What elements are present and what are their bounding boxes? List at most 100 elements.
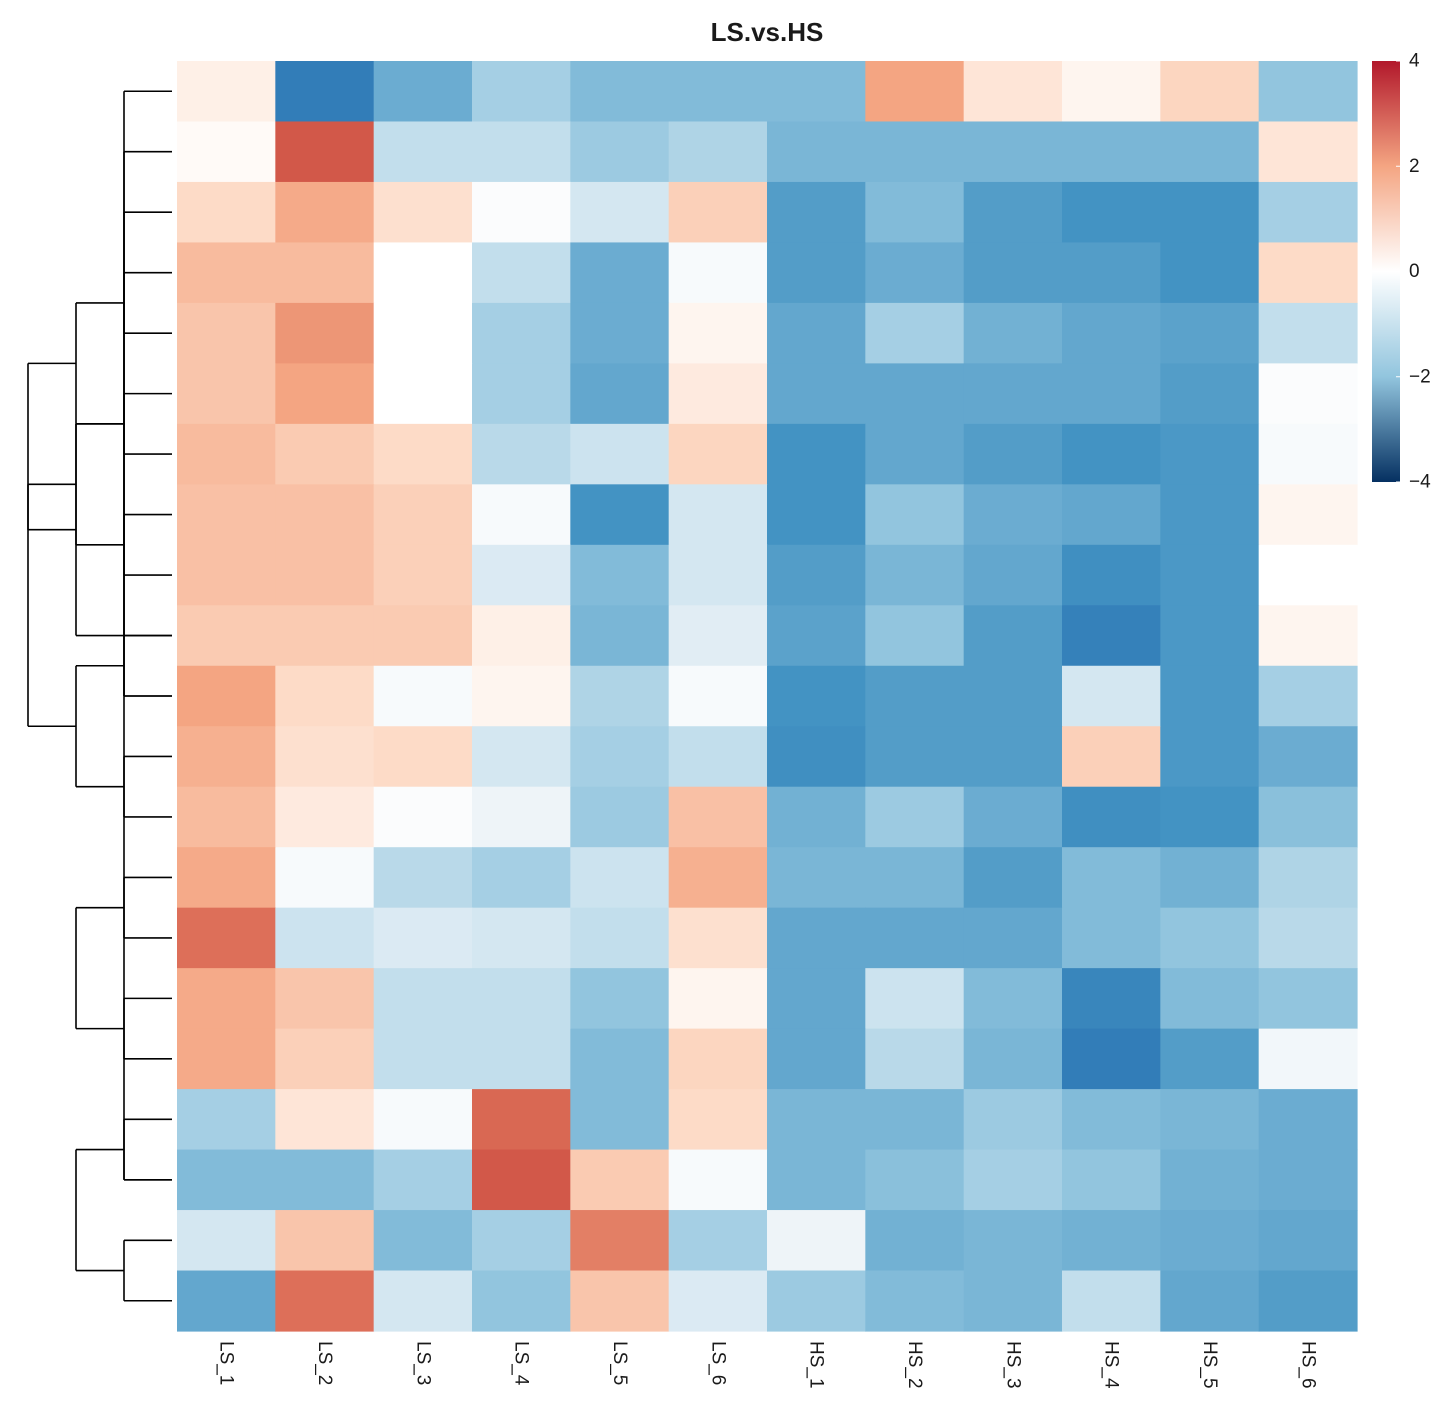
heatmap-cell bbox=[767, 786, 866, 848]
heatmap-cell bbox=[865, 1270, 965, 1332]
heatmap-cell bbox=[1062, 181, 1161, 244]
heatmap-cell bbox=[373, 61, 473, 123]
heatmap-cell bbox=[570, 484, 670, 546]
heatmap-cell bbox=[177, 1149, 276, 1211]
heatmap-cell bbox=[177, 363, 276, 425]
heatmap-cell bbox=[373, 302, 473, 364]
heatmap-cell bbox=[1062, 242, 1161, 304]
heatmap-cell bbox=[373, 605, 473, 667]
heatmap-cell bbox=[1160, 1028, 1260, 1090]
heatmap-cell bbox=[373, 363, 473, 425]
heatmap-cell bbox=[963, 423, 1063, 485]
heatmap-cell bbox=[1258, 61, 1358, 123]
heatmap-cell bbox=[865, 1089, 965, 1151]
heatmap-cell bbox=[963, 61, 1063, 123]
heatmap-cell bbox=[1062, 1210, 1161, 1272]
heatmap-cell bbox=[570, 786, 670, 848]
heatmap-cell bbox=[668, 363, 768, 425]
heatmap-cell bbox=[1258, 544, 1358, 606]
heatmap-cell bbox=[668, 61, 768, 123]
column-labels: LS_1 LS_2 LS_3 LS_4 LS_5 LS_6 HS_1 HS_2 HS_3 HS_4… bbox=[216, 1341, 1319, 1389]
heatmap-cell bbox=[865, 242, 965, 304]
heatmap-cell bbox=[177, 665, 276, 727]
heatmap-cell bbox=[472, 363, 571, 425]
heatmap-cell bbox=[275, 242, 375, 304]
heatmap-cell bbox=[1258, 665, 1358, 727]
heatmap-cell bbox=[963, 1089, 1063, 1151]
heatmap-cell bbox=[668, 968, 768, 1030]
heatmap-cell bbox=[275, 847, 375, 909]
heatmap-cell bbox=[1258, 1149, 1358, 1211]
heatmap-cell bbox=[177, 1210, 276, 1272]
heatmap-cell bbox=[177, 121, 276, 183]
heatmap-cell bbox=[472, 1210, 571, 1272]
heatmap-cell bbox=[570, 242, 670, 304]
heatmap-cell bbox=[177, 605, 276, 667]
column-label: HS_2 bbox=[904, 1341, 925, 1389]
heatmap-cell bbox=[177, 726, 276, 788]
heatmap-cell bbox=[767, 1089, 866, 1151]
legend-tick-label: 2 bbox=[1409, 156, 1420, 177]
heatmap-cell bbox=[1062, 847, 1161, 909]
heatmap-cell bbox=[472, 786, 571, 848]
column-label: LS_1 bbox=[216, 1341, 237, 1385]
heatmap-cell bbox=[177, 1028, 276, 1090]
heatmap-cell bbox=[275, 484, 375, 546]
heatmap-cell bbox=[570, 61, 670, 123]
heatmap-cell bbox=[865, 907, 965, 969]
heatmap-cell bbox=[963, 1028, 1063, 1090]
heatmap-cell bbox=[767, 363, 866, 425]
heatmap-cell bbox=[275, 181, 375, 244]
heatmap-cell bbox=[1160, 665, 1260, 727]
heatmap-cell bbox=[668, 907, 768, 969]
heatmap-cell bbox=[373, 786, 473, 848]
heatmap-cell bbox=[767, 242, 866, 304]
heatmap-cell bbox=[865, 121, 965, 183]
heatmap-cell bbox=[570, 665, 670, 727]
column-label: HS_3 bbox=[1002, 1341, 1023, 1389]
color-legend: 4 2 0 −2 −4 bbox=[1372, 51, 1431, 493]
heatmap-cell bbox=[767, 1149, 866, 1211]
heatmap-cell bbox=[963, 605, 1063, 667]
heatmap-cell bbox=[275, 665, 375, 727]
heatmap-cell bbox=[1160, 121, 1260, 183]
heatmap-cell bbox=[1160, 61, 1260, 123]
heatmap-cell bbox=[472, 484, 571, 546]
heatmap-cell bbox=[963, 121, 1063, 183]
heatmap-cell bbox=[668, 847, 768, 909]
heatmap-cell bbox=[865, 1149, 965, 1211]
heatmap-cell bbox=[1160, 1270, 1260, 1332]
heatmap-cell bbox=[177, 1270, 276, 1332]
heatmap-cell bbox=[1258, 605, 1358, 667]
heatmap-cell bbox=[668, 242, 768, 304]
heatmap-cell bbox=[275, 605, 375, 667]
heatmap-cell bbox=[865, 605, 965, 667]
heatmap-cell bbox=[1258, 121, 1358, 183]
heatmap-cell bbox=[1258, 181, 1358, 244]
heatmap-cell bbox=[1160, 302, 1260, 364]
heatmap-cell bbox=[373, 907, 473, 969]
heatmap-cell bbox=[1160, 1089, 1260, 1151]
heatmap-cell bbox=[177, 544, 276, 606]
heatmap-cell bbox=[373, 726, 473, 788]
heatmap-cell bbox=[177, 484, 276, 546]
color-legend-bar bbox=[1372, 61, 1400, 482]
heatmap-cell bbox=[865, 61, 965, 123]
heatmap-cell bbox=[963, 363, 1063, 425]
heatmap-cell bbox=[668, 1028, 768, 1090]
heatmap-cell bbox=[1062, 605, 1161, 667]
heatmap-cell bbox=[865, 786, 965, 848]
heatmap-cell bbox=[865, 968, 965, 1030]
heatmap-cell bbox=[1062, 1270, 1161, 1332]
heatmap-cell bbox=[865, 1210, 965, 1272]
heatmap-cell bbox=[1062, 1149, 1161, 1211]
heatmap-cell bbox=[275, 544, 375, 606]
heatmap-cell bbox=[275, 968, 375, 1030]
heatmap-cell bbox=[177, 242, 276, 304]
heatmap-cell bbox=[1258, 363, 1358, 425]
heatmap-cell bbox=[963, 907, 1063, 969]
heatmap-cell bbox=[963, 181, 1063, 244]
heatmap-cell bbox=[668, 1089, 768, 1151]
heatmap-cell bbox=[767, 423, 866, 485]
heatmap-cell bbox=[570, 605, 670, 667]
